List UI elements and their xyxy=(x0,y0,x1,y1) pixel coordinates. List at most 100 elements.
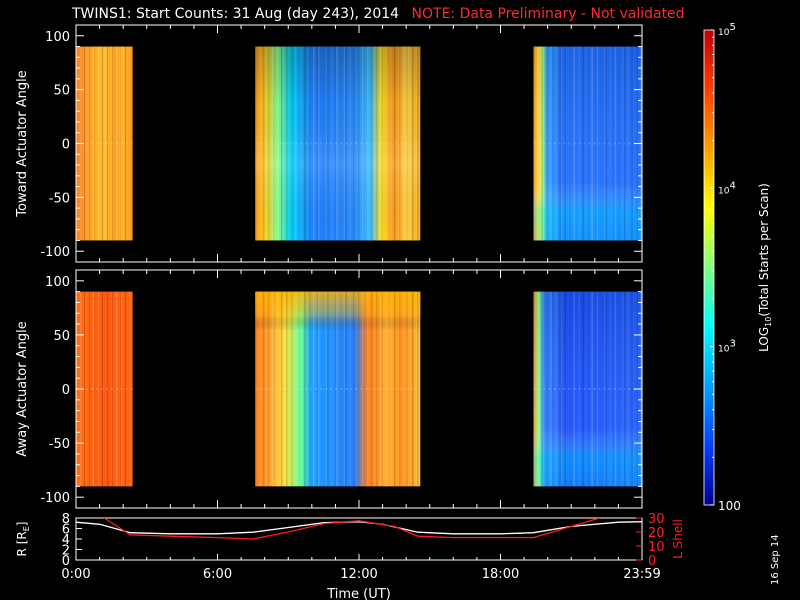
away-block-2-streak xyxy=(309,291,311,487)
toward-panel: 100 50 0 -50 -100 Toward Actuator Angle xyxy=(15,24,643,263)
toward-block-2-streak xyxy=(322,46,324,241)
toward-block-2-streak xyxy=(381,46,383,241)
toward-block-2-streak xyxy=(363,46,365,241)
toward-block-2-streak xyxy=(300,46,302,241)
toward-block-2-streak xyxy=(349,46,351,241)
toward-block-3-streak xyxy=(595,46,597,241)
toward-block-2-streak xyxy=(372,46,374,241)
away-block-3-streak xyxy=(586,291,588,487)
away-block-3-streak xyxy=(573,291,575,487)
away-block-2-streak xyxy=(304,291,306,487)
toward-block-2-streak xyxy=(295,46,297,241)
toward-block-2-streak xyxy=(367,46,369,241)
orbit-y2tick-label: 10 xyxy=(648,540,665,555)
away-block-2-streak xyxy=(345,291,347,487)
away-block-1-streak xyxy=(121,291,123,487)
toward-block-3-streak xyxy=(591,46,593,241)
toward-block-2-streak xyxy=(408,46,410,241)
toward-data-block-2-shading xyxy=(255,46,421,241)
away-block-3-streak xyxy=(613,291,615,487)
toward-block-2-streak xyxy=(259,46,261,241)
orbit-y2tick-label: 30 xyxy=(648,512,665,527)
away-block-3-streak xyxy=(533,291,535,487)
toward-block-1-streak xyxy=(125,46,127,241)
away-block-2-streak xyxy=(331,291,333,487)
toward-block-3-streak xyxy=(550,46,552,241)
away-block-1-streak xyxy=(129,291,131,487)
toward-block-3-streak xyxy=(577,46,579,241)
away-block-3-streak xyxy=(600,291,602,487)
x-tick-label: 23:59 xyxy=(623,567,660,582)
away-block-2-streak xyxy=(390,291,392,487)
away-block-2-streak xyxy=(367,291,369,487)
away-block-2-streak xyxy=(264,291,266,487)
away-block-2-streak xyxy=(340,291,342,487)
away-block-2-streak xyxy=(318,291,320,487)
toward-block-3-streak xyxy=(631,46,633,241)
toward-block-1-streak xyxy=(84,46,86,241)
toward-data-block-1 xyxy=(76,46,133,241)
away-block-2-streak xyxy=(263,291,265,487)
toward-block-3-streak xyxy=(537,46,539,241)
away-ytick-label: 50 xyxy=(53,329,70,344)
away-block-2-streak xyxy=(344,291,346,487)
away-block-2-streak xyxy=(317,291,319,487)
toward-block-2-streak xyxy=(327,46,329,241)
toward-block-2-streak xyxy=(353,46,355,241)
colorbar-tick-base: 10 xyxy=(718,186,730,196)
toward-block-3-streak xyxy=(609,46,611,241)
colorbar-tick-label: 104 xyxy=(718,180,736,196)
away-block-3-streak xyxy=(569,291,571,487)
colorbar-label-post: (Total Starts per Scan) xyxy=(757,183,771,317)
figure-title: TWINS1: Start Counts: 31 Aug (day 243), … xyxy=(72,6,685,22)
toward-block-3-streak xyxy=(604,46,606,241)
toward-block-3-streak xyxy=(578,46,580,241)
away-block-2-streak xyxy=(389,291,391,487)
colorbar-tick-base: 10 xyxy=(718,28,730,38)
away-block-2-streak xyxy=(403,291,405,487)
toward-block-1-streak xyxy=(112,46,114,241)
toward-block-2-streak xyxy=(309,46,311,241)
away-data-block-3-shading xyxy=(533,291,642,487)
toward-block-2-streak xyxy=(398,46,400,241)
orbit-ylabel-end: ] xyxy=(15,522,29,527)
away-block-2-streak xyxy=(408,291,410,487)
away-block-3-streak xyxy=(614,291,616,487)
x-axis-label: Time (UT) xyxy=(326,587,391,600)
away-block-2-streak xyxy=(399,291,401,487)
away-data-block-2-shading xyxy=(255,291,421,487)
toward-block-2-streak xyxy=(286,46,288,241)
away-block-3-streak xyxy=(577,291,579,487)
toward-ytick-label: 50 xyxy=(53,84,70,99)
away-block-3-streak xyxy=(627,291,629,487)
toward-block-3-streak xyxy=(618,46,620,241)
away-block-2-streak xyxy=(358,291,360,487)
toward-block-2-streak xyxy=(412,46,414,241)
colorbar-tick-base: 100 xyxy=(718,499,741,513)
away-block-2-streak xyxy=(380,291,382,487)
toward-block-3-streak xyxy=(573,46,575,241)
title-text: TWINS1: Start Counts: 31 Aug (day 243), … xyxy=(72,6,400,22)
toward-block-2-streak xyxy=(281,46,283,241)
toward-block-2-streak xyxy=(385,46,387,241)
away-block-3-streak xyxy=(618,291,620,487)
away-block-2-streak xyxy=(286,291,288,487)
toward-block-3-streak xyxy=(613,46,615,241)
away-block-3-streak xyxy=(555,291,557,487)
away-block-3-streak xyxy=(591,291,593,487)
orbit-y2label: L Shell xyxy=(671,519,685,559)
toward-block-2-streak xyxy=(277,46,279,241)
toward-block-3-streak xyxy=(569,46,571,241)
away-block-2-streak xyxy=(295,291,297,487)
colorbar-tick-label: 103 xyxy=(718,339,736,355)
toward-block-1-streak xyxy=(94,46,96,241)
colorbar-tick-base: 10 xyxy=(718,345,730,355)
away-block-2-streak xyxy=(326,291,328,487)
toward-block-3-streak xyxy=(542,46,544,241)
away-block-3-streak xyxy=(550,291,552,487)
away-block-3-streak xyxy=(605,291,607,487)
toward-block-3-streak xyxy=(622,46,624,241)
